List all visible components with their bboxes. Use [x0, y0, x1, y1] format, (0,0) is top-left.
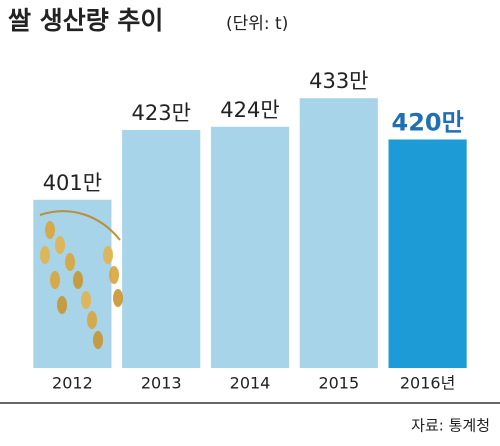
x-tick-label: 2015	[318, 374, 359, 393]
chart-title: 쌀 생산량 추이	[8, 6, 163, 35]
x-tick-label: 2014	[230, 374, 271, 393]
x-tick-label: 2016년	[400, 374, 455, 393]
bar	[299, 98, 378, 368]
bars	[33, 98, 467, 368]
bar	[210, 126, 290, 368]
x-tick-label: 2012	[52, 374, 93, 393]
x-tick-label: 2013	[141, 374, 182, 393]
value-label: 423만	[131, 101, 190, 125]
value-label: 424만	[220, 98, 279, 122]
value-label: 433만	[309, 69, 368, 93]
bar	[122, 129, 201, 368]
rice-illustration	[39, 210, 123, 349]
value-label: 420만	[392, 108, 464, 136]
chart-subtitle: (단위: t)	[226, 14, 288, 34]
source: 자료: 통계청	[411, 417, 490, 435]
bar	[388, 139, 467, 368]
value-label: 401만	[43, 171, 102, 195]
